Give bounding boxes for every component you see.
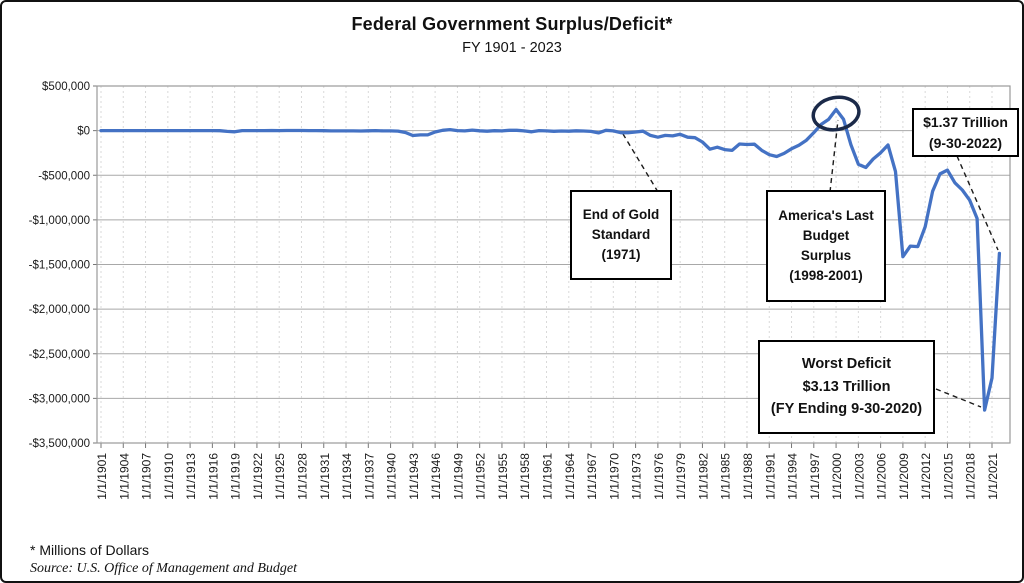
x-axis-label: 1/1/1904: [117, 453, 131, 500]
x-axis-label: 1/1/1982: [696, 453, 710, 500]
x-axis-label: 1/1/1952: [474, 453, 488, 500]
x-axis-label: 1/1/1943: [407, 453, 421, 500]
annotation-line: End of Gold: [582, 206, 660, 222]
x-axis-label: 1/1/1907: [140, 453, 154, 500]
x-axis-label: 1/1/1925: [273, 453, 287, 500]
x-axis-label: 1/1/1958: [518, 453, 532, 500]
x-axis-label: 1/1/1937: [362, 453, 376, 500]
x-axis-label: 1/1/2006: [875, 453, 889, 500]
x-axis-label: 1/1/1928: [295, 453, 309, 500]
x-axis-label: 1/1/2021: [986, 453, 1000, 500]
x-axis-label: 1/1/1901: [95, 453, 109, 500]
annotation-line: America's Last: [778, 207, 874, 223]
y-axis-label: $500,000: [42, 81, 90, 93]
x-axis-label: 1/1/2018: [964, 453, 978, 500]
annotation-line: Worst Deficit: [801, 356, 892, 373]
x-axis-label: 1/1/1991: [763, 453, 777, 500]
units-footnote: * Millions of Dollars: [30, 542, 150, 558]
x-axis-label: 1/1/1976: [652, 453, 666, 500]
x-axis-label: 1/1/1931: [318, 453, 332, 500]
annotation-line: $1.37 Trillion: [923, 114, 1008, 131]
x-axis-label: 1/1/2012: [919, 453, 933, 500]
annotation-line: Standard: [591, 226, 651, 242]
annotation-line: (1971): [601, 247, 641, 263]
x-axis-label: 1/1/1973: [630, 453, 644, 500]
surplus-highlight-ellipse: [811, 95, 861, 132]
y-axis-label: $0: [77, 126, 90, 138]
leader-1-37-trillion: [956, 155, 999, 251]
surplus-deficit-line: [99, 107, 1002, 412]
x-axis-label: 1/1/1934: [340, 453, 354, 500]
x-axis-label: 1/1/2009: [897, 453, 911, 500]
plot-border: [96, 85, 1011, 444]
x-axis-label: 1/1/1988: [741, 453, 755, 500]
chart-title: Federal Government Surplus/Deficit*: [351, 14, 673, 34]
x-axis-label: 1/1/2000: [830, 453, 844, 500]
y-axis-label: -$2,000,000: [29, 304, 90, 316]
x-axis-label: 1/1/1985: [719, 453, 733, 500]
y-axis-label: -$500,000: [38, 170, 90, 182]
x-axis-label: 1/1/1979: [674, 453, 688, 500]
x-axis-label: 1/1/1967: [585, 453, 599, 500]
leader-end-of-gold: [622, 133, 659, 193]
x-axis-label: 1/1/1946: [429, 453, 443, 500]
annotation-worst-deficit: Worst Deficit $3.13 Trillion (FY Ending …: [758, 340, 935, 434]
x-axis-label: 1/1/1916: [206, 453, 220, 500]
y-axis-label: -$3,500,000: [29, 438, 90, 450]
annotation-line: $3.13 Trillion: [802, 378, 891, 395]
annotation-line: (1998-2001): [789, 268, 863, 284]
annotation-last-budget-surplus: America's Last Budget Surplus (1998-2001…: [766, 190, 886, 302]
y-axis-label: -$3,000,000: [29, 393, 90, 405]
annotation-1-37-trillion: $1.37 Trillion (9-30-2022): [912, 108, 1019, 157]
y-axis-label: -$1,500,000: [29, 260, 90, 272]
annotation-end-of-gold-standard: End of Gold Standard (1971): [570, 190, 672, 280]
x-axis-label: 1/1/1970: [607, 453, 621, 500]
x-axis-label: 1/1/2003: [852, 453, 866, 500]
x-axis-label: 1/1/1994: [786, 453, 800, 500]
x-axis-label: 1/1/1913: [184, 453, 198, 500]
x-axis-label: 1/1/1961: [541, 453, 555, 500]
x-axis-label: 1/1/1955: [496, 453, 510, 500]
x-axis-label: 1/1/1964: [563, 453, 577, 500]
x-axis-label: 1/1/1922: [251, 453, 265, 500]
y-axis-label: -$1,000,000: [29, 215, 90, 227]
chart-subtitle: FY 1901 - 2023: [462, 40, 562, 56]
x-axis-label: 1/1/1997: [808, 453, 822, 500]
x-axis-label: 1/1/1940: [385, 453, 399, 500]
annotation-line: Budget: [802, 227, 850, 243]
leader-worst-deficit: [935, 388, 982, 408]
annotation-line: Surplus: [800, 248, 852, 263]
annotation-line: (FY Ending 9-30-2020): [770, 401, 923, 418]
source-citation: Source: U.S. Office of Management and Bu…: [30, 561, 297, 576]
x-axis-label: 1/1/2015: [941, 453, 955, 500]
x-axis-label: 1/1/1949: [451, 453, 465, 500]
y-axis-label: -$2,500,000: [29, 349, 90, 361]
x-axis-label: 1/1/1910: [162, 453, 176, 500]
x-axis-label: 1/1/1919: [229, 453, 243, 500]
leader-last-surplus: [829, 119, 839, 193]
annotation-line: (9-30-2022): [928, 134, 1003, 151]
